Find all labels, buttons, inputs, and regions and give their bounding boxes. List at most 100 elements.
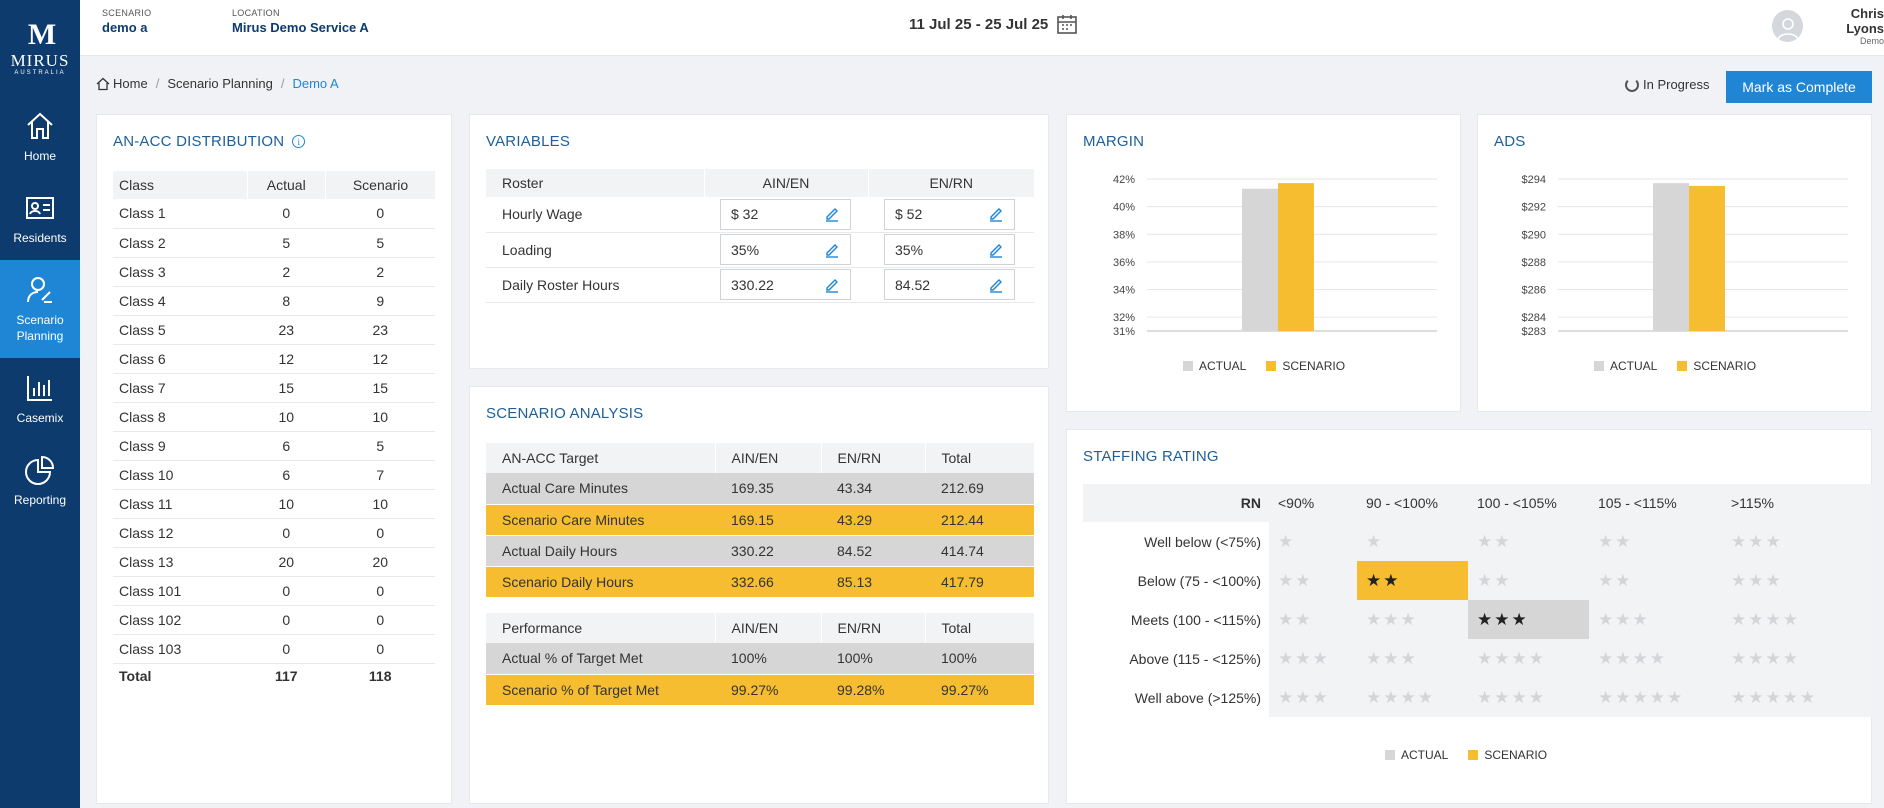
rating-cell: ★★★★★ — [1722, 678, 1873, 717]
cell-value: 43.29 — [821, 504, 925, 536]
card-title: SCENARIO ANALYSIS — [486, 405, 643, 422]
column-header: 90 - <100% — [1357, 484, 1468, 522]
ain-en-input[interactable]: 330.22 — [720, 269, 851, 300]
nav-home-label: Home — [23, 149, 56, 163]
edit-icon[interactable] — [988, 277, 1004, 293]
class-name: Class 13 — [113, 547, 248, 577]
star-icons: ★★★★ — [1598, 648, 1667, 668]
y-tick-label: $288 — [1522, 257, 1546, 269]
nav-scenario-planning[interactable]: Scenario Planning — [0, 260, 80, 358]
ads-title: ADS — [1494, 133, 1526, 150]
nav-home[interactable]: Home — [0, 96, 80, 178]
staffing-row: Below (75 - <100%) ★★ ★★ ★★ ★★ ★★★ — [1083, 561, 1873, 600]
scenario-bar[interactable] — [1689, 185, 1725, 331]
logo-sub: AUSTRALIA — [14, 70, 66, 76]
column-header: AIN/EN — [703, 169, 868, 197]
cell-value: 169.15 — [715, 504, 821, 536]
en-rn-input[interactable]: 35% — [884, 234, 1015, 265]
ain-en-input[interactable]: 35% — [720, 234, 851, 265]
scenario-count: 12 — [325, 344, 435, 374]
mark-as-complete-button[interactable]: Mark as Complete — [1726, 71, 1872, 103]
scenario-count: 5 — [325, 431, 435, 461]
actual-count: 8 — [247, 286, 326, 316]
scenario-count: 10 — [325, 489, 435, 519]
table-row: Scenario % of Target Met 99.27% 99.28% 99.2… — [486, 674, 1034, 706]
table-row: Class 6 12 12 — [113, 344, 435, 374]
legend-scenario-label: SCENARIO — [1282, 359, 1346, 373]
total-row: Total 117 118 — [113, 663, 435, 689]
y-tick-label: $290 — [1522, 229, 1546, 241]
y-tick-label: $292 — [1522, 202, 1546, 214]
location-label: LOCATION — [232, 8, 280, 18]
star-icons: ★★★★ — [1477, 687, 1546, 707]
info-icon[interactable]: i — [292, 135, 306, 148]
location-selector[interactable]: LOCATION Mirus Demo Service A — [232, 8, 369, 35]
edit-icon[interactable] — [824, 206, 840, 222]
margin-legend: ACTUAL SCENARIO — [1183, 359, 1345, 373]
rating-cell: ★★★★ — [1468, 678, 1589, 717]
breadcrumb-home[interactable]: Home — [96, 76, 148, 91]
nav-residents[interactable]: Residents — [0, 178, 80, 260]
table-row: Class 13 20 20 — [113, 547, 435, 577]
actual-bar[interactable] — [1242, 188, 1278, 331]
rating-cell: ★★ — [1589, 561, 1722, 600]
date-range-picker[interactable]: 11 Jul 25 - 25 Jul 25 — [909, 13, 1078, 35]
actual-count: 0 — [247, 199, 326, 229]
nav-reporting[interactable]: Reporting — [0, 440, 80, 522]
rating-cell: ★★★★ — [1722, 639, 1873, 678]
margin-card: MARGIN 31% 32% 34% 36% 38% 40% 42% ACTUAL SCEN… — [1066, 114, 1461, 412]
en-rn-input[interactable]: 84.52 — [884, 269, 1015, 300]
staffing-rating-grid: RN <90% 90 - <100% 100 - <105% 105 - <115% >1… — [1083, 484, 1873, 717]
scenario-count: 0 — [325, 634, 435, 664]
star-icons: ★★★ — [1278, 687, 1330, 707]
actual-bar[interactable] — [1653, 183, 1689, 331]
scenario-label: SCENARIO — [102, 8, 152, 18]
ads-chart: $283 $284 $286 $288 $290 $292 $294 — [1522, 174, 1848, 338]
edit-icon[interactable] — [824, 242, 840, 258]
y-tick-label: 36% — [1113, 257, 1135, 269]
edit-icon[interactable] — [988, 242, 1004, 258]
column-header: Performance — [486, 613, 715, 643]
row-label: Actual % of Target Met — [486, 643, 715, 675]
rating-cell: ★★ — [1269, 600, 1357, 639]
scenario-count: 10 — [325, 402, 435, 432]
home-icon — [27, 112, 53, 139]
en-rn-input[interactable]: $ 52 — [884, 198, 1015, 230]
edit-icon[interactable] — [824, 277, 840, 293]
star-icons: ★★ — [1278, 570, 1313, 590]
star-icons: ★★ — [1477, 570, 1512, 590]
staffing-row: Meets (100 - <115%) ★★ ★★★ ★★★ ★★★ ★★★★ — [1083, 600, 1873, 639]
variables-title: VARIABLES — [486, 133, 571, 150]
card-title: AN-ACC DISTRIBUTION i — [113, 133, 306, 150]
scenario-selector[interactable]: SCENARIO demo a — [102, 8, 151, 35]
actual-count: 10 — [247, 402, 326, 432]
row-label: Actual Care Minutes — [486, 473, 715, 505]
rating-cell: ★★★ — [1468, 600, 1589, 639]
scenario-bar[interactable] — [1278, 183, 1314, 331]
variable-label: Loading — [486, 232, 704, 268]
cell-value: 332.66 — [715, 566, 821, 598]
mirus-logo[interactable]: M MIRUS AUSTRALIA — [0, 0, 80, 96]
cell-value: 212.44 — [925, 504, 1034, 536]
class-name: Class 12 — [113, 518, 248, 548]
ads-legend: ACTUAL SCENARIO — [1594, 359, 1756, 373]
nav-casemix[interactable]: Casemix — [0, 358, 80, 440]
rating-cell: ★★★ — [1269, 678, 1357, 717]
y-tick-label: 34% — [1113, 285, 1135, 297]
user-menu[interactable]: Chris Lyons Demo — [1772, 6, 1884, 46]
variables-table: Roster AIN/EN EN/RN Hourly Wage $ 32 $ 52 L… — [486, 169, 1034, 303]
date-range-text: 11 Jul 25 - 25 Jul 25 — [909, 15, 1049, 33]
cell-value: 99.27% — [715, 674, 821, 706]
ain-en-input[interactable]: $ 32 — [720, 198, 851, 230]
star-icons: ★★★ — [1477, 609, 1529, 629]
edit-icon[interactable] — [988, 206, 1004, 222]
rating-cell: ★★ — [1269, 561, 1357, 600]
nav-reporting-label: Reporting — [13, 493, 67, 507]
row-label: Scenario % of Target Met — [486, 674, 715, 706]
class-name: Class 102 — [113, 605, 248, 635]
spinner-icon — [1625, 77, 1639, 92]
legend-scenario: SCENARIO — [1468, 748, 1547, 762]
input-value: 330.22 — [731, 276, 774, 293]
breadcrumb-parent[interactable]: Scenario Planning — [167, 76, 273, 91]
